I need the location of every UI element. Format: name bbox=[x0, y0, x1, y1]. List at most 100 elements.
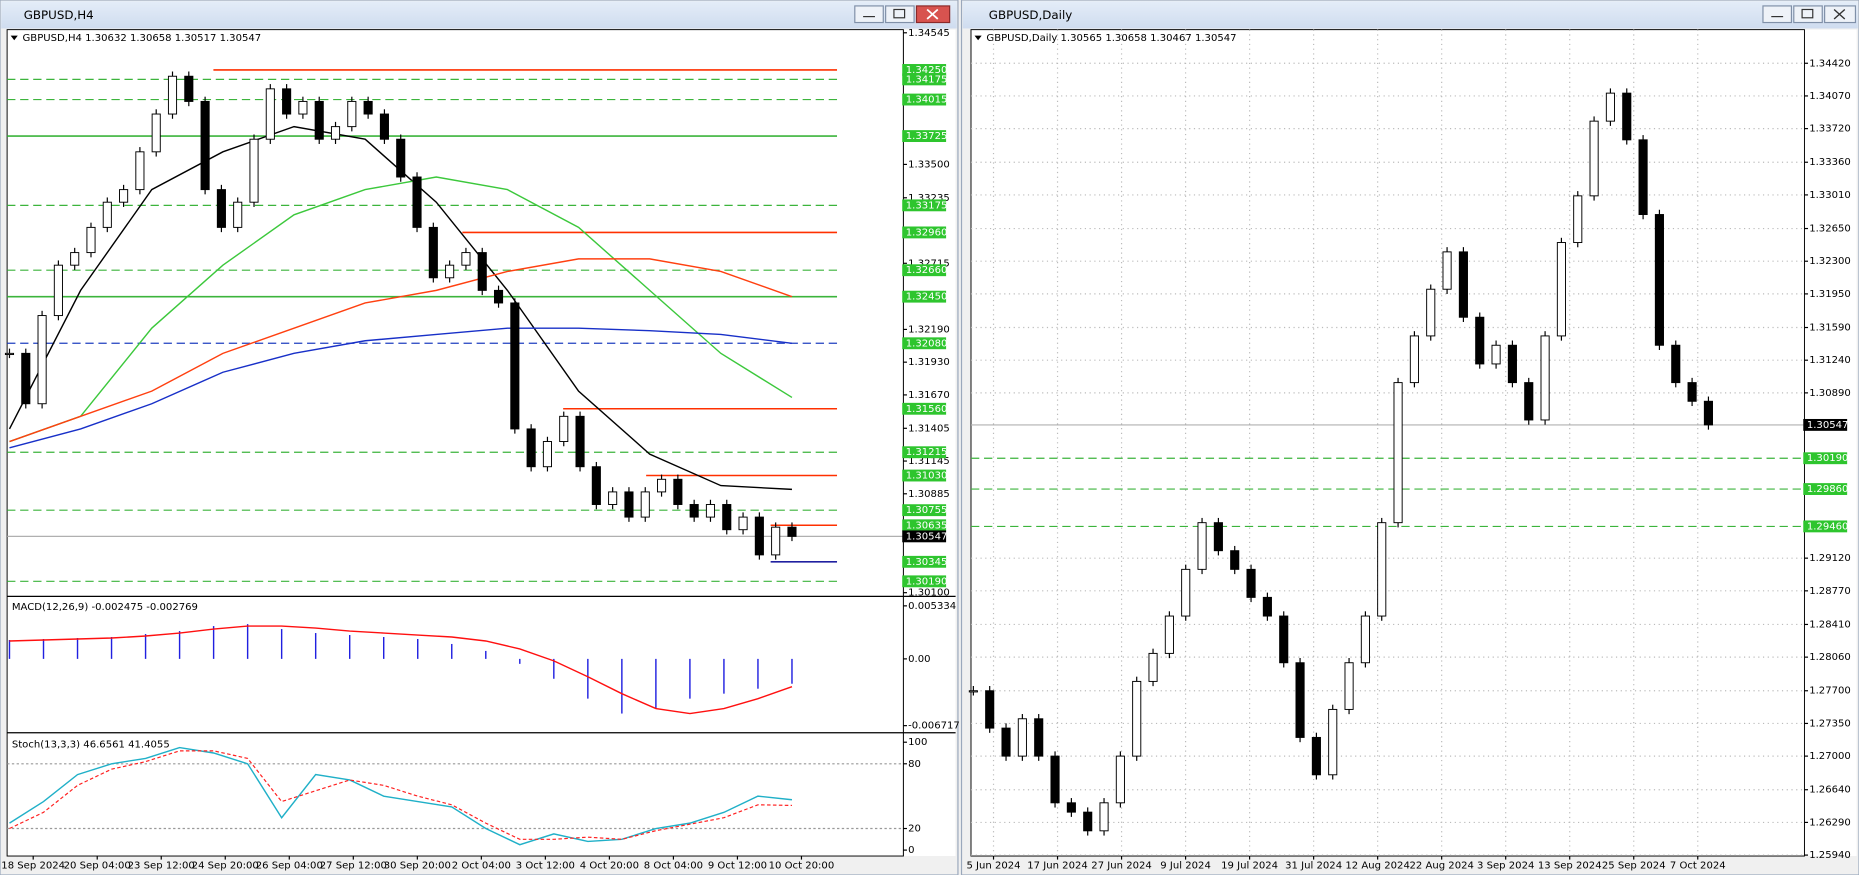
y-tick-label: 1.32190 bbox=[908, 324, 950, 335]
y-tick-label: 1.29120 bbox=[1809, 553, 1851, 564]
title-bar bbox=[1, 1, 957, 29]
candle-body bbox=[1442, 251, 1452, 290]
y-tick-label: 0 bbox=[908, 845, 914, 856]
candle-body bbox=[1426, 288, 1436, 337]
candle-body bbox=[282, 88, 292, 115]
y-tick-label: -0.006717 bbox=[908, 721, 960, 732]
window-buttons[interactable] bbox=[854, 5, 951, 24]
candle-body bbox=[575, 415, 585, 468]
candle-body bbox=[1573, 195, 1583, 244]
candle-body bbox=[608, 491, 618, 505]
y-tick-label: 1.34420 bbox=[1809, 58, 1851, 69]
candle-body bbox=[510, 302, 520, 430]
x-tick-label: 27 Sep 12:00 bbox=[320, 861, 387, 872]
y-tick-label: 1.31145 bbox=[908, 456, 950, 467]
price-axis bbox=[903, 29, 956, 857]
candle-body bbox=[200, 100, 210, 191]
x-tick-label: 8 Oct 04:00 bbox=[644, 861, 703, 872]
stoch-header: Stoch(13,3,3) 46.6561 41.4055 bbox=[12, 740, 170, 751]
candle-body bbox=[1279, 615, 1289, 664]
candle-body bbox=[86, 226, 96, 254]
level-box bbox=[902, 446, 947, 459]
candle-body bbox=[461, 252, 471, 266]
candle-body bbox=[347, 100, 357, 128]
candle-body bbox=[1246, 568, 1256, 598]
candle-body bbox=[445, 264, 455, 279]
x-tick-label: 30 Sep 20:00 bbox=[384, 861, 451, 872]
candle-body bbox=[1230, 550, 1240, 570]
level-box bbox=[902, 575, 947, 588]
price-axis bbox=[1804, 29, 1857, 857]
candle-body bbox=[1393, 382, 1403, 524]
candle-body bbox=[1164, 615, 1174, 654]
chart-area bbox=[6, 29, 904, 857]
x-tick-label: 18 Sep 2024 bbox=[1, 861, 65, 872]
y-tick-label: 1.32650 bbox=[1809, 224, 1851, 235]
y-tick-label: 80 bbox=[908, 759, 921, 770]
candle-body bbox=[330, 126, 341, 140]
title-bar bbox=[962, 1, 1858, 29]
dropdown-icon[interactable] bbox=[10, 35, 18, 41]
level-label: 1.31560 bbox=[906, 404, 948, 415]
candle-body bbox=[1556, 242, 1566, 337]
candle-body bbox=[396, 138, 406, 178]
window-title: GBPUSD,Daily bbox=[989, 8, 1072, 22]
indicator-line bbox=[9, 327, 793, 449]
level-box bbox=[902, 504, 947, 517]
candle-body bbox=[787, 526, 797, 537]
level-box bbox=[902, 226, 947, 239]
candle-body bbox=[21, 352, 31, 405]
level-box bbox=[902, 93, 947, 106]
candle-body bbox=[167, 75, 178, 115]
candle-body bbox=[1066, 802, 1076, 813]
y-tick-label: 1.32715 bbox=[908, 258, 950, 269]
candle-body bbox=[428, 226, 438, 279]
y-tick-label: 1.33720 bbox=[1809, 124, 1851, 135]
y-tick-label: 1.33235 bbox=[908, 193, 950, 204]
y-tick-label: 1.31670 bbox=[908, 390, 950, 401]
x-tick-label: 19 Jul 2024 bbox=[1221, 861, 1278, 872]
y-tick-label: 1.34545 bbox=[908, 28, 950, 39]
level-box bbox=[902, 130, 947, 143]
x-tick-label: 3 Sep 2024 bbox=[1477, 861, 1534, 872]
y-tick-label: 1.33360 bbox=[1809, 157, 1851, 168]
y-tick-label: 1.27350 bbox=[1809, 718, 1851, 729]
level-label: 1.33725 bbox=[906, 131, 948, 142]
candle-body bbox=[216, 189, 226, 228]
y-tick-label: 1.33500 bbox=[908, 159, 950, 170]
candle-body bbox=[363, 100, 373, 115]
candle-body bbox=[1017, 718, 1027, 757]
candle-body bbox=[1099, 802, 1109, 832]
level-label: 1.30635 bbox=[906, 520, 948, 531]
y-tick-label: 1.27000 bbox=[1809, 751, 1851, 762]
x-tick-label: 23 Sep 12:00 bbox=[128, 861, 195, 872]
candle-body bbox=[102, 201, 112, 228]
candle-body bbox=[1083, 811, 1093, 832]
x-tick-label: 17 Jun 2024 bbox=[1027, 861, 1088, 872]
level-box bbox=[902, 337, 947, 350]
y-tick-label: 1.31240 bbox=[1809, 355, 1851, 366]
x-tick-label: 31 Jul 2024 bbox=[1285, 861, 1342, 872]
candle-body bbox=[1654, 214, 1664, 346]
candle-body bbox=[70, 252, 80, 266]
y-tick-label: 1.34070 bbox=[1809, 91, 1851, 102]
y-tick-label: 1.31930 bbox=[908, 357, 950, 368]
candle-body bbox=[738, 516, 748, 531]
candle-body bbox=[151, 113, 161, 153]
level-box bbox=[1803, 483, 1848, 495]
window-buttons[interactable] bbox=[1762, 5, 1857, 24]
candle-body bbox=[1360, 615, 1370, 664]
level-box bbox=[902, 290, 947, 303]
candle-body bbox=[1050, 755, 1060, 804]
candle-body bbox=[1703, 400, 1713, 426]
dropdown-icon[interactable] bbox=[974, 35, 982, 41]
candle-body bbox=[379, 113, 389, 140]
x-tick-label: 9 Jul 2024 bbox=[1160, 861, 1211, 872]
x-tick-label: 9 Oct 12:00 bbox=[708, 861, 767, 872]
candle-body bbox=[249, 138, 259, 203]
candle-body bbox=[1491, 344, 1501, 365]
indicator-line bbox=[9, 176, 793, 443]
candle-body bbox=[314, 100, 324, 140]
candle-body bbox=[1001, 727, 1011, 757]
x-tick-label: 10 Oct 20:00 bbox=[769, 861, 835, 872]
